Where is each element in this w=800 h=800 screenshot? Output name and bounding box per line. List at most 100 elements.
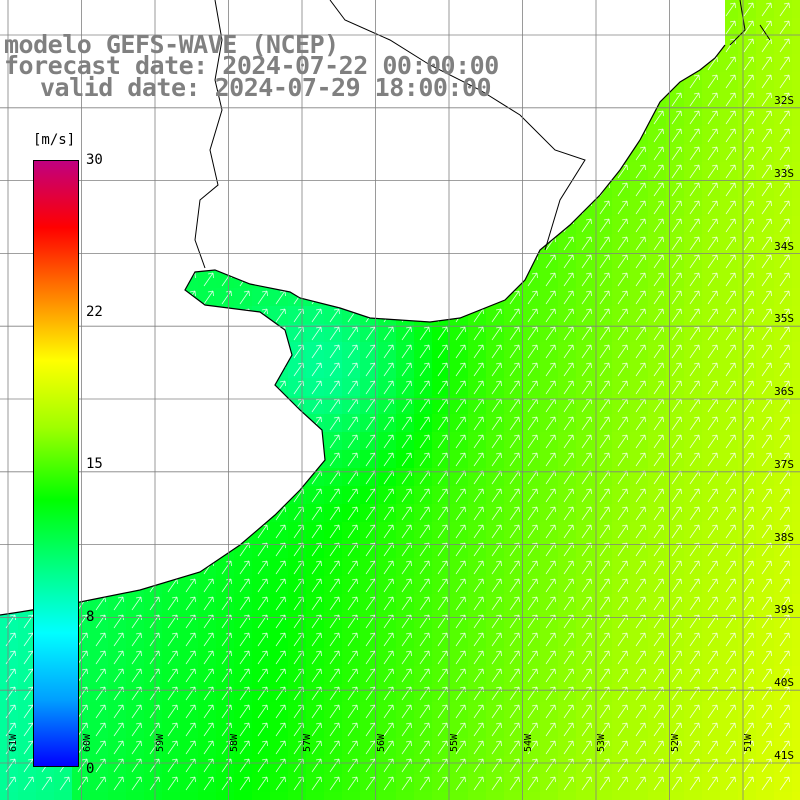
wind-arrow <box>707 722 718 737</box>
wind-arrow <box>743 650 754 665</box>
wind-arrow <box>689 542 700 557</box>
wind-cell <box>774 414 792 432</box>
wind-cell <box>414 792 432 800</box>
wind-arrow <box>473 776 484 791</box>
wind-arrow <box>527 452 538 467</box>
wind-cell <box>630 342 648 360</box>
wind-cell <box>756 720 774 738</box>
wind-arrow <box>653 650 664 665</box>
wind-arrow <box>545 344 556 359</box>
wind-arrow <box>635 164 646 179</box>
wind-arrow <box>401 776 412 791</box>
wind-cell <box>288 522 306 540</box>
lat-label: 40S <box>774 676 794 689</box>
wind-cell <box>612 738 630 756</box>
wind-cell <box>576 630 594 648</box>
wind-arrow <box>419 740 430 755</box>
wind-arrow <box>383 488 394 503</box>
wind-cell <box>774 360 792 378</box>
wind-cell <box>594 486 612 504</box>
wind-cell <box>666 324 684 342</box>
wind-arrow <box>689 632 700 647</box>
wind-cell <box>738 594 756 612</box>
wind-cell <box>702 486 720 504</box>
wind-cell <box>576 504 594 522</box>
wind-arrow <box>635 740 646 755</box>
wind-arrow <box>419 704 430 719</box>
wind-arrow <box>617 362 628 377</box>
wind-cell <box>792 738 800 756</box>
wind-cell <box>558 774 576 792</box>
wind-arrow <box>617 344 628 359</box>
wind-arrow <box>311 776 322 791</box>
wind-arrow <box>617 380 628 395</box>
wind-arrow <box>455 578 466 593</box>
wind-arrow <box>725 218 736 233</box>
wind-cell <box>540 540 558 558</box>
wind-arrow <box>779 308 790 323</box>
wind-cell <box>450 684 468 702</box>
wind-cell <box>486 702 504 720</box>
wind-cell <box>774 432 792 450</box>
wind-cell <box>414 648 432 666</box>
wind-arrow <box>617 416 628 431</box>
wind-cell <box>468 666 486 684</box>
lon-label: 57W <box>302 733 313 752</box>
wind-arrow <box>743 182 754 197</box>
wind-arrow <box>761 326 772 341</box>
wind-arrow <box>653 488 664 503</box>
wind-cell <box>432 540 450 558</box>
wind-cell <box>702 414 720 432</box>
wind-arrow <box>671 740 682 755</box>
wind-cell <box>342 324 360 342</box>
wind-arrow <box>689 668 700 683</box>
wind-cell <box>306 666 324 684</box>
wind-cell <box>756 252 774 270</box>
wind-arrow <box>527 776 538 791</box>
wind-cell <box>630 522 648 540</box>
wind-arrow <box>707 668 718 683</box>
wind-cell <box>450 558 468 576</box>
wind-cell <box>306 792 324 800</box>
wind-arrow <box>329 506 340 521</box>
wind-cell <box>702 216 720 234</box>
wind-cell <box>792 522 800 540</box>
wind-arrow <box>509 326 520 341</box>
wind-cell <box>720 252 738 270</box>
wind-cell <box>702 162 720 180</box>
wind-arrow <box>743 164 754 179</box>
wind-cell <box>252 774 270 792</box>
wind-cell <box>306 540 324 558</box>
wind-arrow <box>311 326 322 341</box>
wind-cell <box>720 216 738 234</box>
wind-cell <box>630 666 648 684</box>
wind-arrow <box>419 362 430 377</box>
wind-arrow <box>707 272 718 287</box>
wind-cell <box>144 792 162 800</box>
wind-arrow <box>599 380 610 395</box>
wind-cell <box>288 630 306 648</box>
wind-cell <box>612 504 630 522</box>
wind-cell <box>684 342 702 360</box>
wind-cell <box>720 702 738 720</box>
wind-cell <box>18 792 36 800</box>
wind-cell <box>450 612 468 630</box>
wind-arrow <box>671 200 682 215</box>
wind-cell <box>288 324 306 342</box>
wind-arrow <box>725 344 736 359</box>
wind-arrow <box>401 560 412 575</box>
wind-arrow <box>743 686 754 701</box>
wind-arrow <box>473 722 484 737</box>
wind-arrow <box>5 776 16 791</box>
wind-arrow <box>239 668 250 683</box>
wind-arrow <box>617 722 628 737</box>
wind-cell <box>522 576 540 594</box>
wind-cell <box>594 576 612 594</box>
wind-arrow <box>113 632 124 647</box>
wind-cell <box>666 288 684 306</box>
wind-cell <box>216 774 234 792</box>
wind-cell <box>432 360 450 378</box>
wind-cell <box>522 360 540 378</box>
wind-arrow <box>599 218 610 233</box>
wind-cell <box>612 540 630 558</box>
